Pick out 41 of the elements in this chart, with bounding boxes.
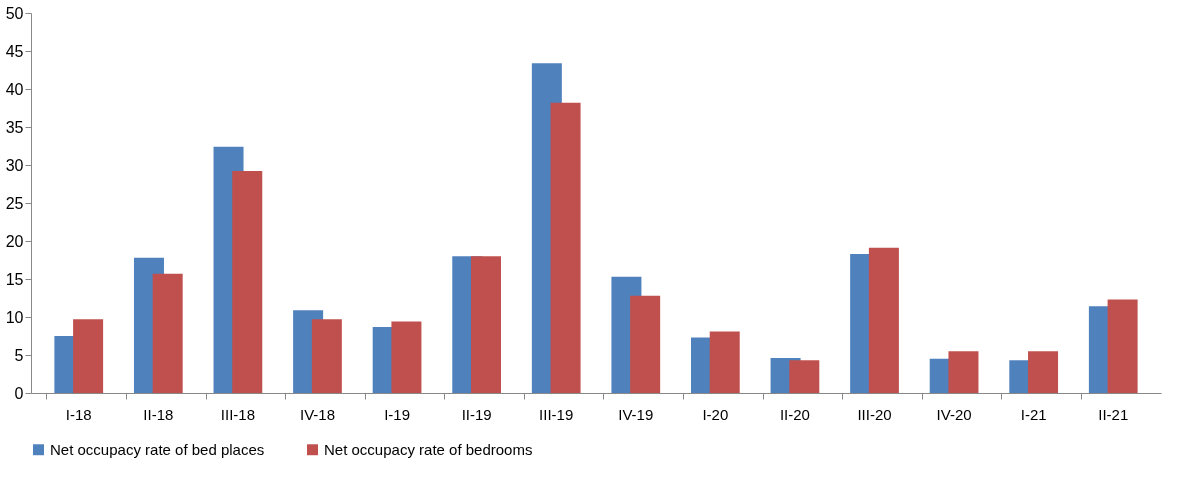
x-tick-label: IV-20	[936, 405, 972, 423]
bar	[709, 331, 740, 393]
x-tick-label: I-19	[384, 405, 410, 423]
bar	[1028, 351, 1059, 393]
x-tick-label: II-21	[1098, 405, 1129, 423]
bar	[311, 319, 342, 393]
y-tick-label: 15	[5, 270, 24, 288]
y-tick-label: 35	[5, 118, 24, 136]
bar	[73, 319, 104, 393]
y-tick-label: 20	[5, 232, 24, 250]
x-tick-label: III-18	[220, 405, 255, 423]
bar	[948, 351, 979, 393]
bar	[789, 360, 820, 393]
y-tick-label: 0	[14, 384, 24, 402]
x-tick-label: I-20	[702, 405, 729, 423]
x-tick-label: III-20	[857, 405, 892, 423]
y-tick-label: 40	[5, 80, 24, 98]
bar	[391, 321, 422, 393]
x-tick-label: III-19	[539, 405, 574, 423]
bar	[471, 256, 501, 393]
bar	[550, 102, 581, 393]
y-tick-label: 25	[5, 194, 24, 212]
y-tick-label: 30	[5, 156, 24, 174]
bar	[232, 171, 263, 393]
legend-label: Net occupacy rate of bed places	[50, 440, 265, 458]
x-tick-label: IV-18	[299, 405, 335, 423]
y-tick-label: 5	[14, 346, 24, 364]
bar	[1107, 299, 1138, 393]
y-tick-label: 10	[5, 308, 24, 326]
x-tick-label: I-21	[1020, 405, 1047, 423]
x-tick-label: IV-19	[618, 405, 654, 423]
x-tick-label: II-20	[779, 405, 810, 423]
y-tick-label: 45	[5, 42, 24, 60]
bar	[630, 295, 661, 393]
y-tick-label: 50	[5, 4, 24, 22]
legend-label: Net occupacy rate of bedrooms	[324, 440, 533, 458]
x-tick-label: I-18	[65, 405, 92, 423]
x-tick-label: II-18	[143, 405, 174, 423]
x-tick-label: II-19	[461, 405, 492, 423]
bar	[868, 247, 899, 393]
bar	[152, 273, 183, 393]
